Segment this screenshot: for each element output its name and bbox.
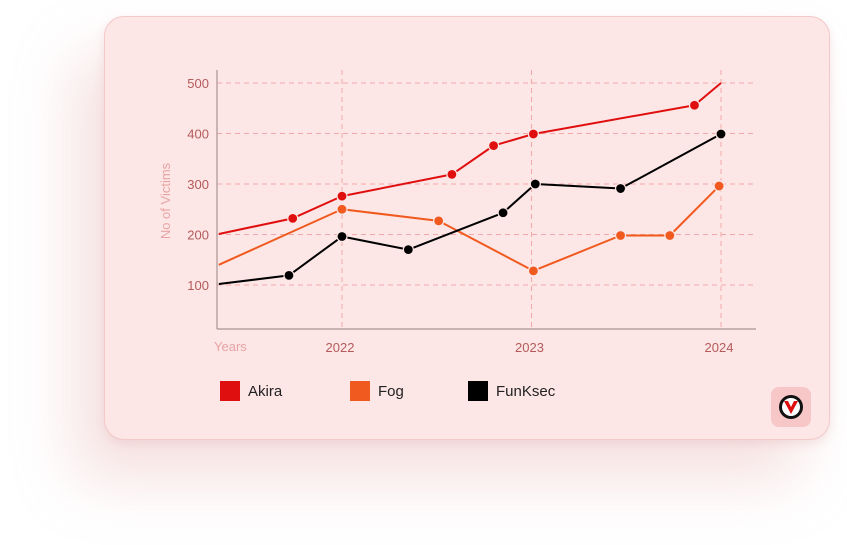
y-axis-title: No of Victims: [158, 162, 173, 239]
series-point-funksec-6: [614, 182, 627, 195]
legend-item-fog: Fog: [350, 381, 468, 401]
x-tick-labels: 2022 2023 2024: [326, 340, 734, 355]
y-tick-label-400: 400: [187, 127, 209, 142]
series-point-funksec-5: [529, 178, 541, 190]
series-point-funksec-3: [402, 244, 414, 256]
legend-item-akira: Akira: [220, 381, 350, 401]
series-point-fog-1: [336, 203, 348, 215]
x-axis-title: Years: [214, 339, 247, 354]
legend-item-funksec: FunKsec: [468, 381, 555, 401]
series-line-fog: [218, 185, 720, 272]
series-point-fog-6: [713, 180, 725, 192]
series-point-funksec-2: [336, 230, 348, 243]
series-line-funksec: [218, 133, 722, 285]
legend-label-funksec: FunKsec: [496, 382, 556, 400]
legend-label-fog: Fog: [378, 382, 404, 400]
y-tick-label-200: 200: [187, 228, 209, 243]
x-tick-label-2023: 2023: [515, 340, 544, 355]
series-point-akira-6: [688, 99, 701, 111]
series-point-akira-1: [287, 212, 299, 224]
series-group: [218, 82, 727, 285]
legend-swatch-fog: [350, 381, 370, 401]
legend-swatch-akira: [220, 381, 240, 401]
legend: Akira Fog FunKsec: [220, 381, 555, 401]
series-point-akira-5: [527, 128, 539, 140]
y-tick-label-100: 100: [187, 278, 209, 293]
series-line-akira: [218, 82, 722, 235]
series-point-funksec-1: [283, 269, 295, 282]
series-point-fog-3: [527, 265, 539, 277]
series-point-fog-2: [433, 215, 445, 227]
legend-label-akira: Akira: [248, 382, 283, 400]
legend-swatch-funksec: [468, 381, 488, 401]
series-point-fog-4: [614, 229, 627, 242]
x-tick-label-2022: 2022: [326, 340, 355, 355]
series-point-akira-2: [336, 190, 348, 202]
y-tick-label-500: 500: [187, 76, 209, 91]
series-point-akira-4: [488, 140, 500, 152]
x-tick-label-2024: 2024: [705, 340, 734, 355]
y-tick-labels: 100 200 300 400 500: [187, 76, 209, 293]
series-point-funksec-4: [497, 207, 509, 219]
v-shield-logo-icon: [771, 387, 811, 427]
series-point-akira-3: [446, 168, 458, 181]
chart-card: [104, 16, 830, 440]
y-tick-label-300: 300: [187, 177, 209, 192]
series-point-funksec-7: [715, 128, 727, 140]
series-point-fog-5: [664, 229, 676, 242]
